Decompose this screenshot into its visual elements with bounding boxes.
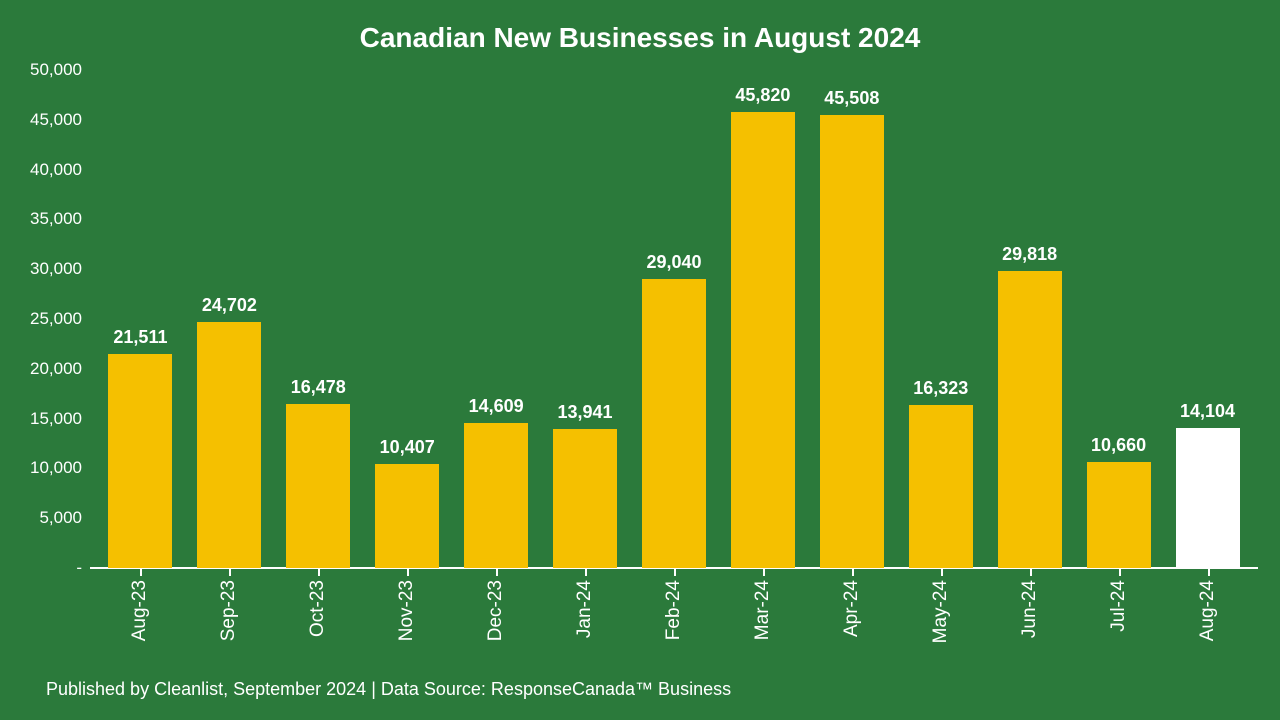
chart-plot-area: -5,00010,00015,00020,00025,00030,00035,0… <box>96 70 1252 568</box>
bar-value-label: 29,040 <box>646 252 701 273</box>
y-tick-label: 35,000 <box>30 209 82 229</box>
x-tick-mark <box>585 568 587 576</box>
x-category-label: Oct-23 <box>307 580 329 637</box>
bar-value-label: 24,702 <box>202 295 257 316</box>
bar: 45,820 <box>731 112 795 568</box>
y-tick-label: 20,000 <box>30 359 82 379</box>
bar: 16,478 <box>286 404 350 568</box>
y-tick-label: 10,000 <box>30 458 82 478</box>
bar: 45,508 <box>820 115 884 568</box>
bar-value-label: 10,407 <box>380 437 435 458</box>
x-category-label: Dec-23 <box>485 580 507 641</box>
x-category-label: Aug-23 <box>129 580 151 641</box>
bar-slot: 16,323May-24 <box>896 70 985 568</box>
chart-stage: Canadian New Businesses in August 2024 -… <box>0 0 1280 720</box>
y-tick-label: 5,000 <box>39 508 82 528</box>
x-tick-mark <box>1119 568 1121 576</box>
bar: 16,323 <box>909 405 973 568</box>
x-category-label: Jun-24 <box>1019 580 1041 638</box>
bar-slot: 21,511Aug-23 <box>96 70 185 568</box>
x-category-label: Sep-23 <box>218 580 240 641</box>
bar-slot: 10,407Nov-23 <box>363 70 452 568</box>
bar-slot: 16,478Oct-23 <box>274 70 363 568</box>
x-tick-mark <box>852 568 854 576</box>
bar-slot: 10,660Jul-24 <box>1074 70 1163 568</box>
bar-slot: 24,702Sep-23 <box>185 70 274 568</box>
y-tick-label: 25,000 <box>30 309 82 329</box>
chart-footer: Published by Cleanlist, September 2024 |… <box>46 679 731 700</box>
trademark-symbol: ™ <box>635 679 653 699</box>
bar-value-label: 14,104 <box>1180 401 1235 422</box>
bar-slot: 45,820Mar-24 <box>718 70 807 568</box>
x-tick-mark <box>496 568 498 576</box>
x-tick-mark <box>140 568 142 576</box>
bar: 29,818 <box>998 271 1062 568</box>
footer-text-prefix: Published by Cleanlist, September 2024 |… <box>46 679 635 699</box>
bar-value-label: 13,941 <box>558 402 613 423</box>
y-tick-label: 15,000 <box>30 409 82 429</box>
x-category-label: Nov-23 <box>396 580 418 641</box>
x-tick-mark <box>407 568 409 576</box>
bar-slot: 13,941Jan-24 <box>541 70 630 568</box>
bar-slot: 45,508Apr-24 <box>807 70 896 568</box>
y-tick-label: 45,000 <box>30 110 82 130</box>
bar: 10,407 <box>375 464 439 568</box>
y-tick-label: 40,000 <box>30 160 82 180</box>
bar-value-label: 14,609 <box>469 396 524 417</box>
x-tick-mark <box>229 568 231 576</box>
x-tick-mark <box>1208 568 1210 576</box>
x-tick-mark <box>318 568 320 576</box>
x-category-label: Feb-24 <box>663 580 685 640</box>
footer-text-suffix: Business <box>653 679 731 699</box>
bar-slot: 29,040Feb-24 <box>630 70 719 568</box>
x-category-label: Mar-24 <box>752 580 774 640</box>
bar-value-label: 45,508 <box>824 88 879 109</box>
x-category-label: Jul-24 <box>1108 580 1130 632</box>
bar-value-label: 10,660 <box>1091 435 1146 456</box>
bar: 24,702 <box>197 322 261 568</box>
x-tick-mark <box>674 568 676 576</box>
x-tick-mark <box>941 568 943 576</box>
bar: 10,660 <box>1087 462 1151 568</box>
x-tick-mark <box>763 568 765 576</box>
bar: 14,609 <box>464 423 528 569</box>
bar-value-label: 45,820 <box>735 85 790 106</box>
bar: 13,941 <box>553 429 617 568</box>
bar-value-label: 16,323 <box>913 378 968 399</box>
bar: 21,511 <box>108 354 172 568</box>
y-tick-label: 50,000 <box>30 60 82 80</box>
bar-slot: 14,104Aug-24 <box>1163 70 1252 568</box>
y-tick-label: - <box>76 558 82 578</box>
bar-slot: 14,609Dec-23 <box>452 70 541 568</box>
bar-value-label: 16,478 <box>291 377 346 398</box>
chart-title: Canadian New Businesses in August 2024 <box>0 22 1280 54</box>
y-tick-label: 30,000 <box>30 259 82 279</box>
x-category-label: Aug-24 <box>1197 580 1219 641</box>
bar: 29,040 <box>642 279 706 568</box>
bar-slot: 29,818Jun-24 <box>985 70 1074 568</box>
bar-value-label: 21,511 <box>113 327 167 348</box>
x-tick-mark <box>1030 568 1032 576</box>
x-category-label: Apr-24 <box>841 580 863 637</box>
bar: 14,104 <box>1176 428 1240 568</box>
x-category-label: Jan-24 <box>574 580 596 638</box>
bar-value-label: 29,818 <box>1002 244 1057 265</box>
x-category-label: May-24 <box>930 580 952 643</box>
